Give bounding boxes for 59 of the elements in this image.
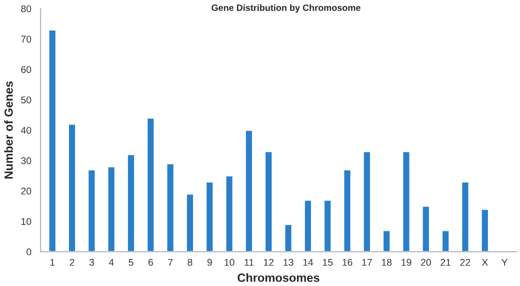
bar (362, 150, 372, 252)
bar (126, 154, 136, 252)
x-tick-label: 1 (50, 258, 55, 266)
y-axis-title: Number of Genes (4, 81, 13, 179)
bar (284, 224, 293, 252)
x-tick-label: 20 (421, 258, 431, 266)
y-tick-label: 60 (21, 66, 32, 73)
x-tick-label: 21 (440, 258, 451, 266)
bar (87, 168, 96, 252)
x-tick-label: 19 (402, 258, 412, 266)
x-tick-label: 3 (89, 258, 94, 266)
x-axis-title: Chromosomes (238, 273, 320, 282)
bar (106, 166, 116, 252)
x-tick-label: 5 (128, 258, 134, 266)
x-tick-label: 7 (168, 258, 173, 266)
y-tick-label: 10 (21, 218, 32, 225)
bar (304, 199, 312, 252)
bar (342, 168, 352, 252)
x-tick-label: 4 (108, 258, 114, 266)
x-tick-label: 10 (224, 258, 234, 266)
bar (382, 230, 392, 252)
bar (402, 150, 411, 252)
chart-title: Gene Distribution by Chromosome (212, 4, 360, 13)
x-tick-label: 22 (460, 258, 470, 266)
y-tick-label: 70 (21, 36, 32, 43)
x-tick-label: 12 (264, 258, 274, 266)
x-tick-label: 9 (207, 258, 212, 266)
x-tick-label: 2 (70, 258, 74, 266)
bar (244, 129, 254, 252)
x-tick-label: Y (502, 258, 508, 266)
bar (264, 150, 274, 252)
x-tick-label: 11 (244, 258, 254, 266)
bar (224, 175, 234, 252)
bar (186, 193, 194, 252)
y-tick-label: 30 (21, 157, 32, 164)
x-tick-label: 17 (362, 258, 372, 266)
y-tick-label: 20 (21, 188, 32, 195)
x-tick-label: 14 (303, 258, 314, 266)
bar (68, 123, 76, 252)
x-tick-label: 13 (284, 258, 294, 266)
bar (441, 230, 450, 252)
bar (323, 199, 332, 252)
y-tick-label: 50 (21, 96, 32, 104)
bar (480, 208, 490, 252)
y-tick-label: 0 (26, 248, 32, 256)
x-tick-label: 18 (382, 258, 392, 266)
bar (166, 162, 175, 252)
x-tick-label: 16 (342, 258, 352, 266)
x-tick-label: 8 (188, 258, 192, 266)
bar (205, 181, 214, 252)
y-tick-label: 40 (20, 126, 32, 134)
bar (421, 205, 430, 252)
bar (146, 117, 156, 252)
y-tick-label: 80 (21, 5, 32, 12)
x-tick-label: 6 (148, 258, 153, 266)
bar (460, 181, 470, 252)
x-tick-label: X (482, 258, 488, 266)
x-tick-label: 15 (322, 258, 333, 266)
bar (48, 29, 57, 252)
